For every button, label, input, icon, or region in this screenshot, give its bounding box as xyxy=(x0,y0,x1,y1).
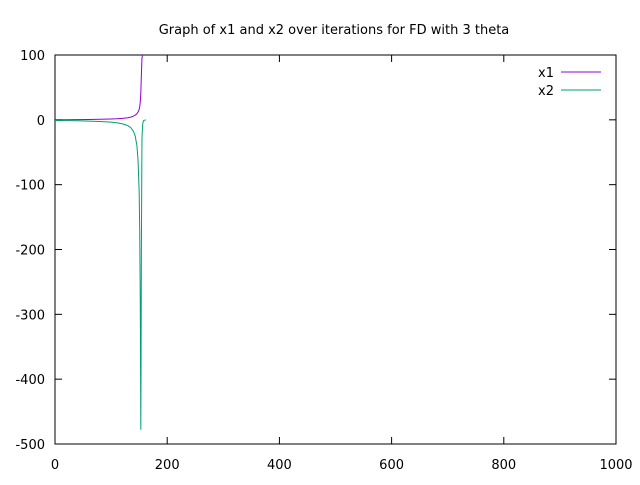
y-tick-label: 100 xyxy=(20,49,45,64)
x-tick-label: 0 xyxy=(51,458,59,473)
x-tick-label: 1000 xyxy=(599,458,632,473)
x-tick-label: 200 xyxy=(155,458,180,473)
y-tick-label: -200 xyxy=(15,244,45,259)
chart-title: Graph of x1 and x2 over iterations for F… xyxy=(159,23,510,38)
series-line-x1 xyxy=(55,55,144,121)
y-tick-label: -500 xyxy=(15,438,45,453)
legend-label-x1: x1 xyxy=(538,66,554,81)
y-tick-label: 0 xyxy=(37,114,45,129)
x-tick-label: 800 xyxy=(491,458,516,473)
plot-border xyxy=(54,54,617,445)
legend-label-x2: x2 xyxy=(538,84,554,99)
series-lines xyxy=(55,55,147,430)
y-tick-labels: 100 0 -100 -200 -300 -400 -500 xyxy=(15,49,45,453)
series-line-x2 xyxy=(55,119,147,430)
y-tick-label: -400 xyxy=(15,373,45,388)
x-tick-label: 600 xyxy=(379,458,404,473)
x-tick-labels: 0 200 400 600 800 1000 xyxy=(51,458,633,473)
x-tick-label: 400 xyxy=(267,458,292,473)
y-tick-label: -100 xyxy=(15,179,45,194)
y-tick-label: -300 xyxy=(15,308,45,323)
axis-ticks xyxy=(54,54,617,445)
plot-frame xyxy=(54,54,617,445)
